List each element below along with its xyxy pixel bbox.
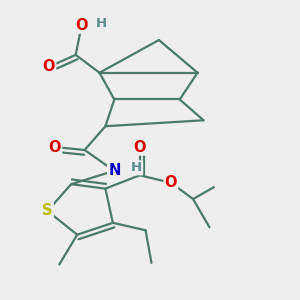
Text: O: O <box>49 140 61 154</box>
Text: H: H <box>95 17 106 30</box>
Text: O: O <box>133 140 146 154</box>
Text: O: O <box>43 59 55 74</box>
Text: H: H <box>131 161 142 174</box>
Text: N: N <box>108 163 121 178</box>
Text: O: O <box>165 175 177 190</box>
Text: O: O <box>75 18 88 33</box>
Text: S: S <box>42 203 53 218</box>
